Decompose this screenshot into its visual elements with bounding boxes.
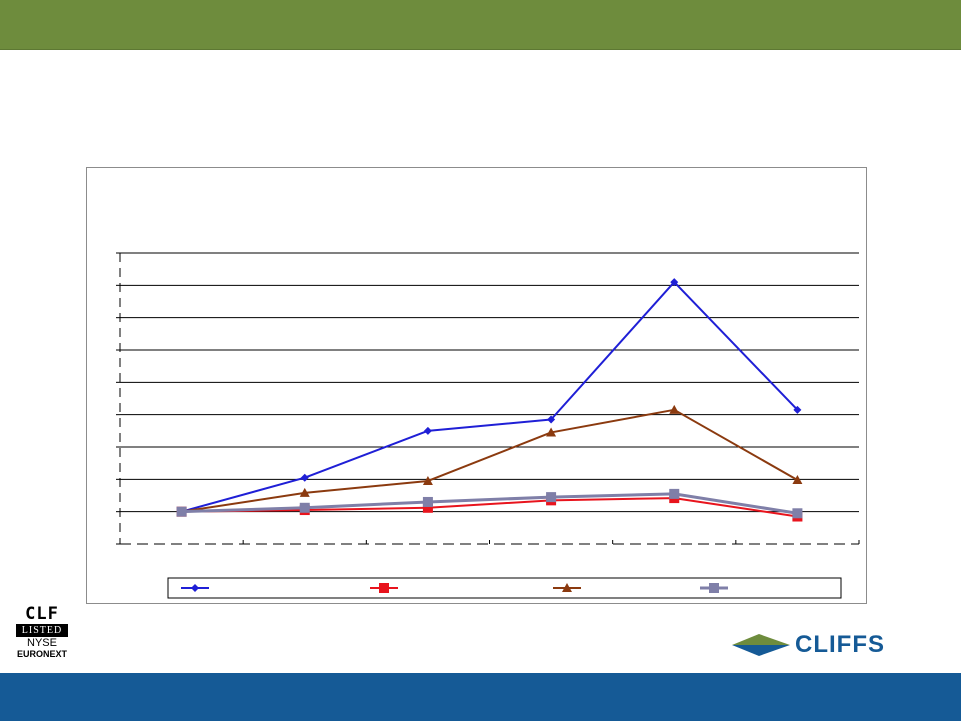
data-point (422, 502, 433, 513)
chart-panel (86, 167, 867, 604)
data-point (546, 427, 557, 437)
data-point (793, 405, 802, 414)
nyse-listed-badge: CLF LISTED NYSE EURONEXT (14, 605, 70, 667)
series-line (181, 497, 798, 518)
badge-network: EURONEXT (16, 649, 67, 659)
data-point (299, 502, 310, 513)
cliffs-wordmark: CLIFFS (795, 631, 885, 658)
legend-key-marker (709, 583, 719, 593)
data-point (547, 415, 556, 424)
series-line (181, 492, 798, 515)
footer-band (0, 673, 961, 721)
badge-listed: LISTED (16, 624, 68, 637)
data-point (423, 426, 432, 435)
data-point (422, 496, 433, 507)
legend-key-marker (379, 583, 389, 593)
data-point (176, 506, 187, 517)
data-point (546, 492, 557, 503)
data-point (422, 475, 433, 485)
badge-exchange: NYSE (27, 637, 57, 649)
legend-key-marker (562, 583, 572, 592)
data-point (792, 474, 803, 484)
data-point (300, 473, 309, 482)
cliffs-mountain-icon (732, 634, 790, 656)
data-point (669, 488, 680, 499)
cliffs-logo: CLIFFS (732, 632, 917, 658)
series-line (181, 281, 799, 513)
legend-key-marker (191, 584, 199, 592)
line-chart (116, 252, 860, 599)
data-point (299, 487, 310, 497)
series-line (181, 408, 798, 513)
data-point (792, 508, 803, 519)
data-point (670, 278, 679, 287)
badge-ticker: CLF (25, 604, 59, 624)
data-point (669, 404, 680, 414)
header-band (0, 0, 961, 50)
legend-box (167, 577, 842, 599)
